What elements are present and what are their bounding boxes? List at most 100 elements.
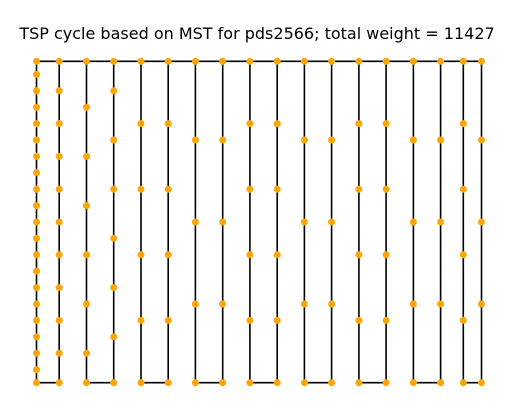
tour-node bbox=[110, 284, 118, 292]
tour-node bbox=[33, 57, 40, 65]
tour-node bbox=[382, 251, 390, 259]
tour-node bbox=[33, 234, 40, 242]
tour-node bbox=[33, 202, 40, 210]
tour-node bbox=[137, 251, 145, 259]
tour-node bbox=[459, 120, 467, 128]
tour-node bbox=[382, 185, 390, 193]
tour-node bbox=[300, 136, 308, 144]
tour-node bbox=[33, 379, 40, 387]
tour-node bbox=[33, 152, 40, 160]
tour-node bbox=[437, 218, 445, 226]
tour-node bbox=[246, 57, 254, 65]
tour-node bbox=[382, 379, 390, 387]
tour-node bbox=[355, 185, 363, 193]
tour-node bbox=[110, 234, 118, 242]
tour-node bbox=[300, 379, 308, 387]
tour-nodes bbox=[33, 57, 485, 387]
tour-node bbox=[33, 218, 40, 226]
tour-node bbox=[273, 57, 281, 65]
tour-node bbox=[33, 284, 40, 292]
tour-node bbox=[382, 57, 390, 65]
tour-edges bbox=[35, 60, 483, 384]
tour-node bbox=[478, 136, 485, 144]
tour-node bbox=[478, 379, 485, 387]
tour-node bbox=[110, 136, 118, 144]
tour-node bbox=[328, 57, 336, 65]
tour-node bbox=[191, 300, 199, 308]
tour-node bbox=[355, 379, 363, 387]
tour-node bbox=[33, 87, 40, 95]
tour-node bbox=[219, 218, 227, 226]
tour-node bbox=[459, 185, 467, 193]
tour-node bbox=[409, 300, 417, 308]
tour-node bbox=[55, 87, 63, 95]
tour-node bbox=[164, 251, 172, 259]
tour-node bbox=[164, 316, 172, 324]
tour-node bbox=[55, 284, 63, 292]
tour-node bbox=[382, 120, 390, 128]
tour-node bbox=[191, 136, 199, 144]
tour-node bbox=[409, 379, 417, 387]
tour-node bbox=[437, 136, 445, 144]
tour-node bbox=[137, 379, 145, 387]
tour-node bbox=[137, 185, 145, 193]
tour-node bbox=[33, 169, 40, 177]
tour-node bbox=[164, 57, 172, 65]
tour-node bbox=[83, 251, 90, 259]
tour-node bbox=[33, 136, 40, 144]
chart-title: TSP cycle based on MST for pds2566; tota… bbox=[18, 24, 494, 43]
tour-node bbox=[33, 120, 40, 128]
tour-node bbox=[437, 379, 445, 387]
tour-node bbox=[246, 379, 254, 387]
tour-node bbox=[328, 136, 336, 144]
tour-node bbox=[219, 136, 227, 144]
tour-node bbox=[300, 57, 308, 65]
tour-node bbox=[246, 251, 254, 259]
tour-node bbox=[33, 251, 40, 259]
tour-node bbox=[33, 316, 40, 324]
tour-node bbox=[409, 218, 417, 226]
tour-path bbox=[35, 60, 483, 384]
tour-node bbox=[83, 349, 90, 357]
tour-node bbox=[328, 379, 336, 387]
tour-node bbox=[191, 57, 199, 65]
tour-node bbox=[33, 366, 40, 374]
tour-node bbox=[459, 251, 467, 259]
tour-node bbox=[273, 316, 281, 324]
tour-node bbox=[437, 300, 445, 308]
tour-node bbox=[164, 379, 172, 387]
tour-node bbox=[459, 316, 467, 324]
tour-node bbox=[83, 103, 90, 111]
tour-node bbox=[328, 300, 336, 308]
tour-node bbox=[478, 300, 485, 308]
tour-node bbox=[246, 120, 254, 128]
tour-node bbox=[328, 218, 336, 226]
tour-node bbox=[33, 267, 40, 275]
tour-node bbox=[83, 300, 90, 308]
tour-node bbox=[219, 300, 227, 308]
tour-node bbox=[110, 87, 118, 95]
tour-node bbox=[246, 316, 254, 324]
tour-node bbox=[300, 300, 308, 308]
tour-node bbox=[409, 57, 417, 65]
tour-node bbox=[219, 57, 227, 65]
tour-node bbox=[55, 251, 63, 259]
tour-node bbox=[478, 57, 485, 65]
tour-node bbox=[55, 57, 63, 65]
tour-node bbox=[55, 120, 63, 128]
tour-node bbox=[191, 218, 199, 226]
tour-node bbox=[110, 57, 118, 65]
tour-node bbox=[33, 70, 40, 78]
tour-node bbox=[33, 349, 40, 357]
tour-node bbox=[55, 152, 63, 160]
tour-node bbox=[273, 251, 281, 259]
tour-node bbox=[55, 218, 63, 226]
tour-node bbox=[355, 120, 363, 128]
tour-node bbox=[191, 379, 199, 387]
tour-node bbox=[355, 316, 363, 324]
tour-node bbox=[478, 218, 485, 226]
tour-node bbox=[459, 57, 467, 65]
tour-node bbox=[219, 379, 227, 387]
tour-node bbox=[55, 316, 63, 324]
tour-node bbox=[33, 185, 40, 193]
